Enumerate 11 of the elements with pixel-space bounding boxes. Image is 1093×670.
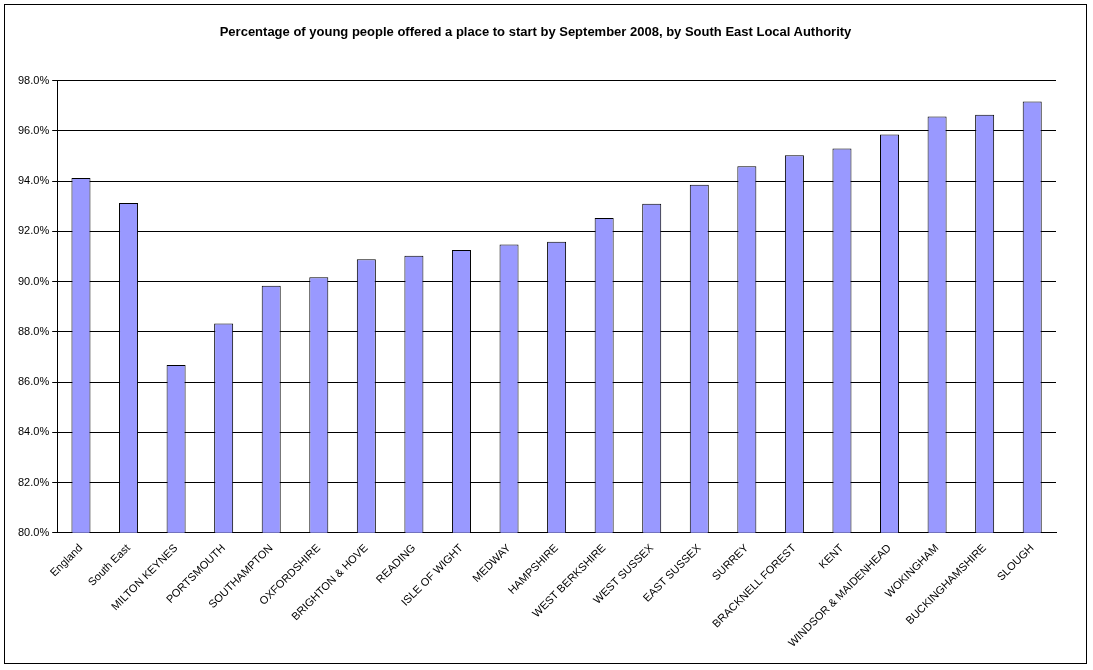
y-tick-label: 88.0%: [17, 324, 50, 337]
y-tick-label: 92.0%: [17, 224, 50, 237]
y-tick-label: 96.0%: [17, 123, 50, 136]
y-tick-label: 90.0%: [17, 274, 50, 287]
y-tick-label: 94.0%: [17, 174, 50, 187]
y-tick-label: 80.0%: [17, 525, 50, 538]
chart-title: Percentage of young people offered a place to start by September 2008, by South East Local Authority: [219, 24, 853, 40]
y-tick-label: 86.0%: [17, 375, 50, 388]
y-tick-label: 84.0%: [17, 425, 50, 438]
y-tick-label: 98.0%: [17, 73, 50, 86]
y-tick-label: 82.0%: [17, 475, 50, 488]
